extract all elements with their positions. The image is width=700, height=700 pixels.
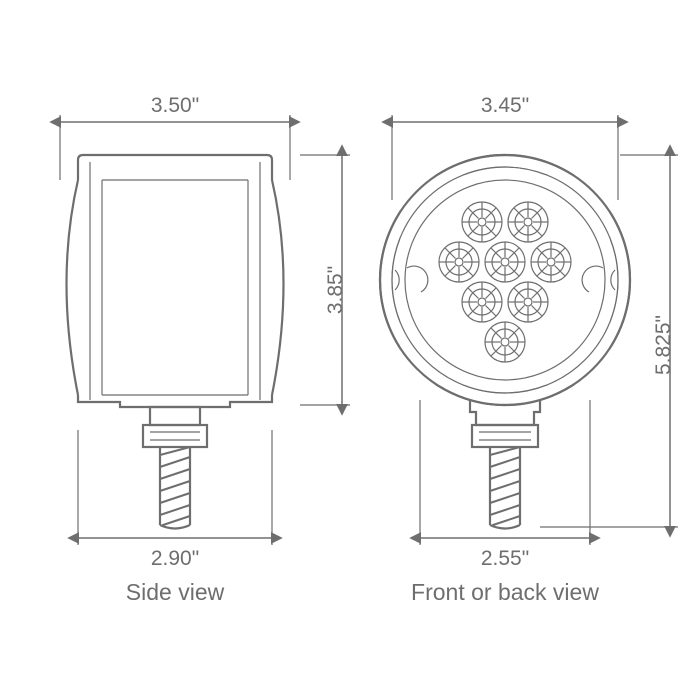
led-cluster-fix: [380, 155, 630, 405]
dim-side-top: 3.50": [151, 94, 199, 117]
dim-front-bottom: 2.55": [481, 547, 529, 570]
dim-front-top: 3.45": [481, 94, 529, 117]
side-view: 3.50" 3.85" 2.90" Side view: [60, 94, 350, 605]
dim-front-right: 5.825": [652, 315, 675, 375]
dim-side-right: 3.85": [324, 266, 347, 314]
dim-side-bottom: 2.90": [151, 547, 199, 570]
front-mount: [470, 400, 540, 529]
front-view-label: Front or back view: [411, 579, 599, 605]
side-view-label: Side view: [126, 579, 225, 605]
drawing-canvas: 3.50" 3.85" 2.90" Side view 3.45" 5.825": [0, 0, 700, 700]
